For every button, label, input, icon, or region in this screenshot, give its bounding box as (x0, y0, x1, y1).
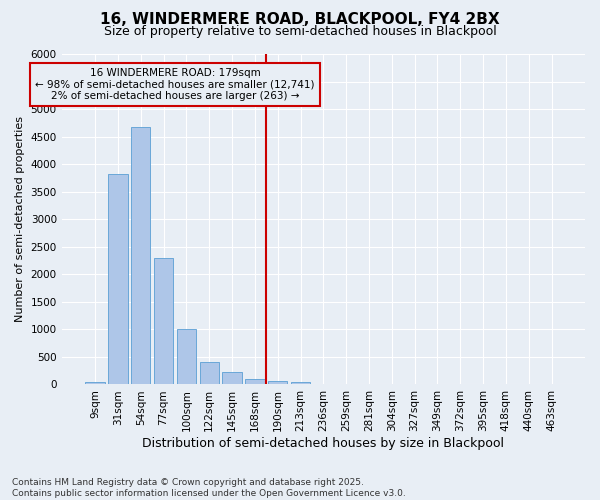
Bar (131, 128, 151, 384)
Bar (291, 382, 310, 384)
Bar (245, 379, 265, 384)
X-axis label: Distribution of semi-detached houses by size in Blackpool: Distribution of semi-detached houses by … (142, 437, 505, 450)
Bar (108, 174, 128, 384)
Y-axis label: Number of semi-detached properties: Number of semi-detached properties (15, 116, 25, 322)
Text: 16, WINDERMERE ROAD, BLACKPOOL, FY4 2BX: 16, WINDERMERE ROAD, BLACKPOOL, FY4 2BX (100, 12, 500, 28)
Text: Size of property relative to semi-detached houses in Blackpool: Size of property relative to semi-detach… (104, 25, 496, 38)
Bar (177, 329, 196, 384)
Bar (223, 372, 242, 384)
Bar (85, 382, 105, 384)
Bar (154, 258, 173, 384)
Bar (268, 381, 287, 384)
Text: Contains HM Land Registry data © Crown copyright and database right 2025.
Contai: Contains HM Land Registry data © Crown c… (12, 478, 406, 498)
Text: 16 WINDERMERE ROAD: 179sqm
← 98% of semi-detached houses are smaller (12,741)
2%: 16 WINDERMERE ROAD: 179sqm ← 98% of semi… (35, 68, 315, 101)
Bar (200, 362, 219, 384)
